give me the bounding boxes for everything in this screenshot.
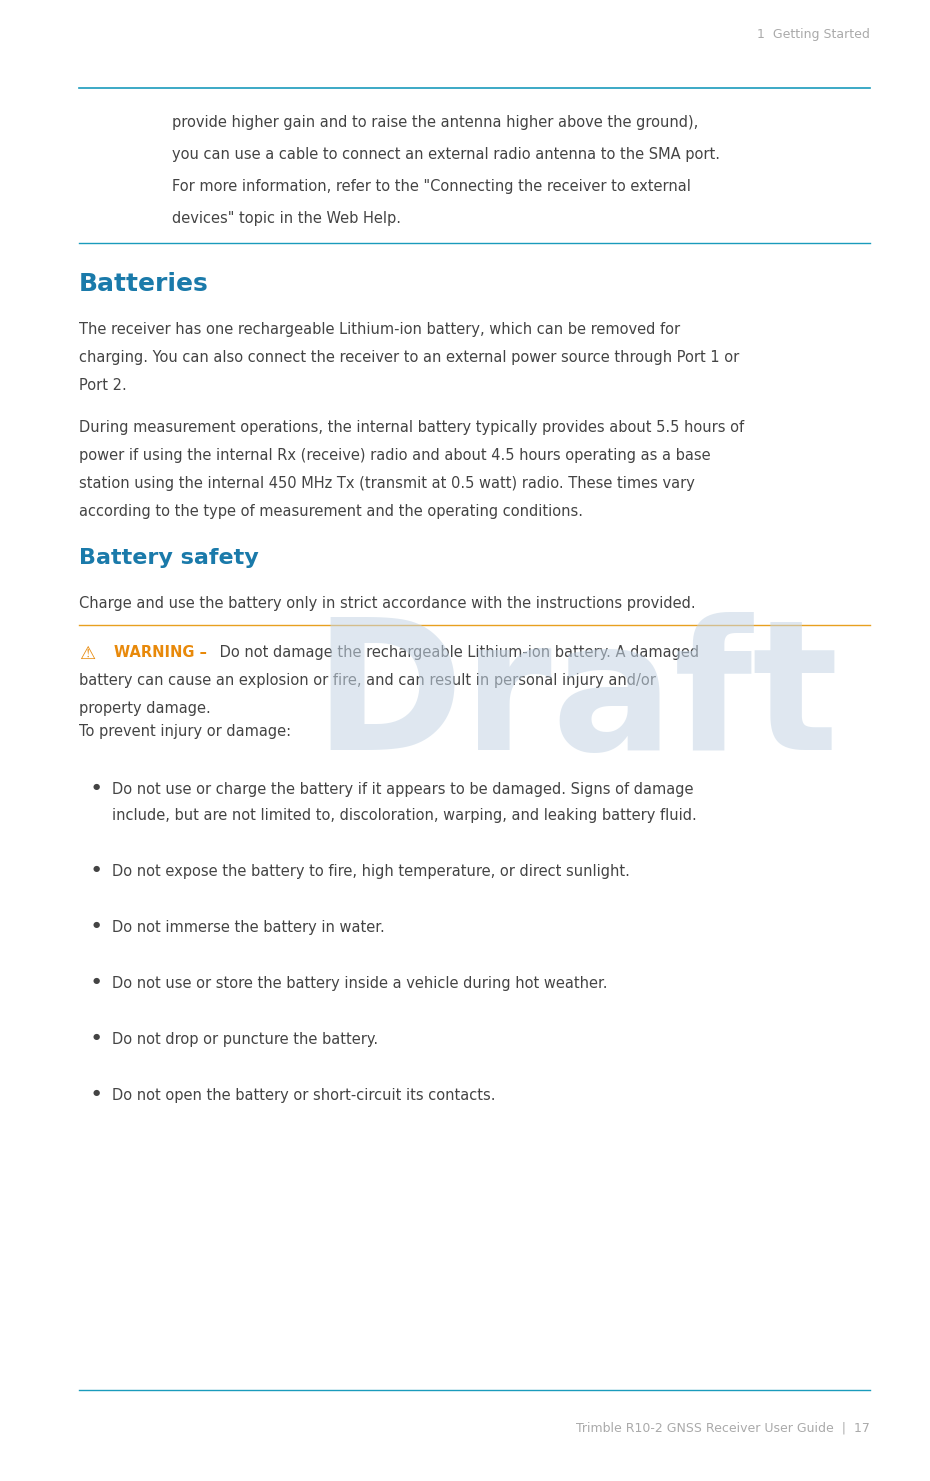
Text: ●: ● bbox=[93, 782, 100, 791]
Text: Batteries: Batteries bbox=[79, 273, 209, 296]
Text: Trimble R10-2 GNSS Receiver User Guide  |  17: Trimble R10-2 GNSS Receiver User Guide |… bbox=[576, 1422, 870, 1435]
Text: ●: ● bbox=[93, 1089, 100, 1097]
Text: include, but are not limited to, discoloration, warping, and leaking battery flu: include, but are not limited to, discolo… bbox=[112, 809, 697, 823]
Text: The receiver has one rechargeable Lithium-ion battery, which can be removed for: The receiver has one rechargeable Lithiu… bbox=[79, 321, 680, 338]
Text: provide higher gain and to raise the antenna higher above the ground),: provide higher gain and to raise the ant… bbox=[172, 116, 698, 130]
Text: ●: ● bbox=[93, 920, 100, 929]
Text: During measurement operations, the internal battery typically provides about 5.5: During measurement operations, the inter… bbox=[79, 421, 744, 435]
Text: Do not open the battery or short-circuit its contacts.: Do not open the battery or short-circuit… bbox=[112, 1089, 495, 1103]
Text: ⚠: ⚠ bbox=[79, 646, 95, 663]
Text: Do not expose the battery to fire, high temperature, or direct sunlight.: Do not expose the battery to fire, high … bbox=[112, 863, 630, 880]
Text: charging. You can also connect the receiver to an external power source through : charging. You can also connect the recei… bbox=[79, 350, 739, 364]
Text: Port 2.: Port 2. bbox=[79, 378, 126, 392]
Text: devices" topic in the Web Help.: devices" topic in the Web Help. bbox=[172, 210, 401, 227]
Text: 1  Getting Started: 1 Getting Started bbox=[757, 28, 870, 41]
Text: property damage.: property damage. bbox=[79, 701, 211, 715]
Text: ●: ● bbox=[93, 976, 100, 985]
Text: according to the type of measurement and the operating conditions.: according to the type of measurement and… bbox=[79, 504, 583, 518]
Text: station using the internal 450 MHz Tx (transmit at 0.5 watt) radio. These times : station using the internal 450 MHz Tx (t… bbox=[79, 475, 695, 492]
Text: Do not use or charge the battery if it appears to be damaged. Signs of damage: Do not use or charge the battery if it a… bbox=[112, 782, 693, 797]
Text: Do not drop or puncture the battery.: Do not drop or puncture the battery. bbox=[112, 1032, 378, 1047]
Text: battery can cause an explosion or fire, and can result in personal injury and/or: battery can cause an explosion or fire, … bbox=[79, 672, 656, 689]
Text: Battery safety: Battery safety bbox=[79, 548, 259, 569]
Text: Charge and use the battery only in strict accordance with the instructions provi: Charge and use the battery only in stric… bbox=[79, 595, 696, 612]
Text: Do not use or store the battery inside a vehicle during hot weather.: Do not use or store the battery inside a… bbox=[112, 976, 607, 991]
Text: Draft: Draft bbox=[313, 612, 840, 788]
Text: ●: ● bbox=[93, 863, 100, 872]
Text: you can use a cable to connect an external radio antenna to the SMA port.: you can use a cable to connect an extern… bbox=[172, 147, 720, 161]
Text: power if using the internal Rx (receive) radio and about 4.5 hours operating as : power if using the internal Rx (receive)… bbox=[79, 447, 711, 464]
Text: Do not damage the rechargeable Lithium-ion battery. A damaged: Do not damage the rechargeable Lithium-i… bbox=[215, 646, 699, 661]
Text: ●: ● bbox=[93, 1032, 100, 1041]
Text: For more information, refer to the "Connecting the receiver to external: For more information, refer to the "Conn… bbox=[172, 179, 691, 194]
Text: WARNING –: WARNING – bbox=[114, 646, 207, 661]
Text: To prevent injury or damage:: To prevent injury or damage: bbox=[79, 724, 291, 739]
Text: Do not immerse the battery in water.: Do not immerse the battery in water. bbox=[112, 920, 384, 935]
